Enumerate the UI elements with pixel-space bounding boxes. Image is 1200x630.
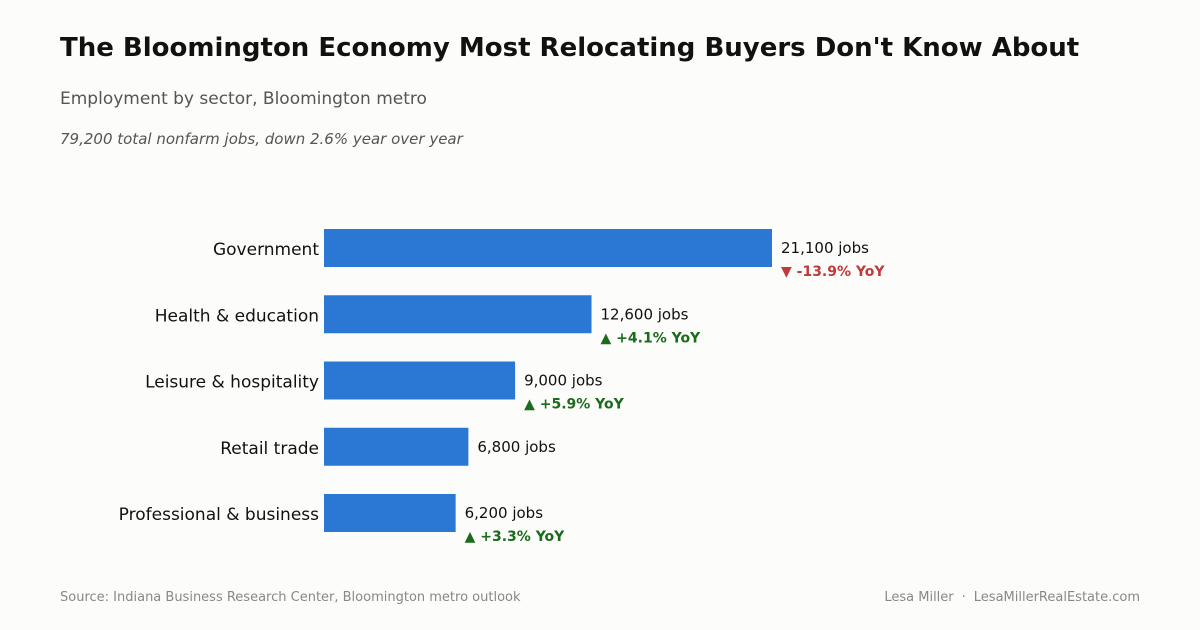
chart-subtitle: Employment by sector, Bloomington metro bbox=[60, 89, 427, 109]
category-label: Professional & business bbox=[119, 505, 319, 525]
bar bbox=[324, 427, 469, 466]
value-label: 12,600 jobs bbox=[601, 305, 689, 323]
site-link[interactable]: LesaMillerRealEstate.com bbox=[973, 590, 1140, 605]
bar bbox=[324, 494, 456, 532]
bar bbox=[324, 361, 516, 400]
chart-title: The Bloomington Economy Most Relocating … bbox=[60, 33, 1080, 63]
yoy-label: ▼ -13.9% YoY bbox=[781, 264, 885, 280]
category-label: Leisure & hospitality bbox=[145, 373, 319, 393]
attribution: Lesa Miller · LesaMillerRealEstate.com bbox=[884, 590, 1140, 605]
value-label: 9,000 jobs bbox=[524, 372, 603, 390]
chart-note: 79,200 total nonfarm jobs, down 2.6% yea… bbox=[60, 130, 463, 148]
attribution-separator: · bbox=[961, 590, 966, 605]
category-label: Retail trade bbox=[220, 439, 319, 459]
author-name: Lesa Miller bbox=[884, 590, 954, 605]
category-label: Health & education bbox=[155, 306, 319, 326]
value-label: 21,100 jobs bbox=[781, 239, 869, 257]
yoy-label: ▲ +5.9% YoY bbox=[524, 397, 625, 413]
yoy-label: ▲ +3.3% YoY bbox=[465, 529, 566, 545]
category-label: Government bbox=[213, 240, 319, 260]
source-note: Source: Indiana Business Research Center… bbox=[60, 590, 521, 605]
bar bbox=[324, 295, 592, 334]
yoy-label: ▲ +4.1% YoY bbox=[601, 330, 702, 346]
bar bbox=[324, 229, 772, 267]
value-label: 6,800 jobs bbox=[477, 438, 556, 456]
value-label: 6,200 jobs bbox=[465, 504, 544, 522]
